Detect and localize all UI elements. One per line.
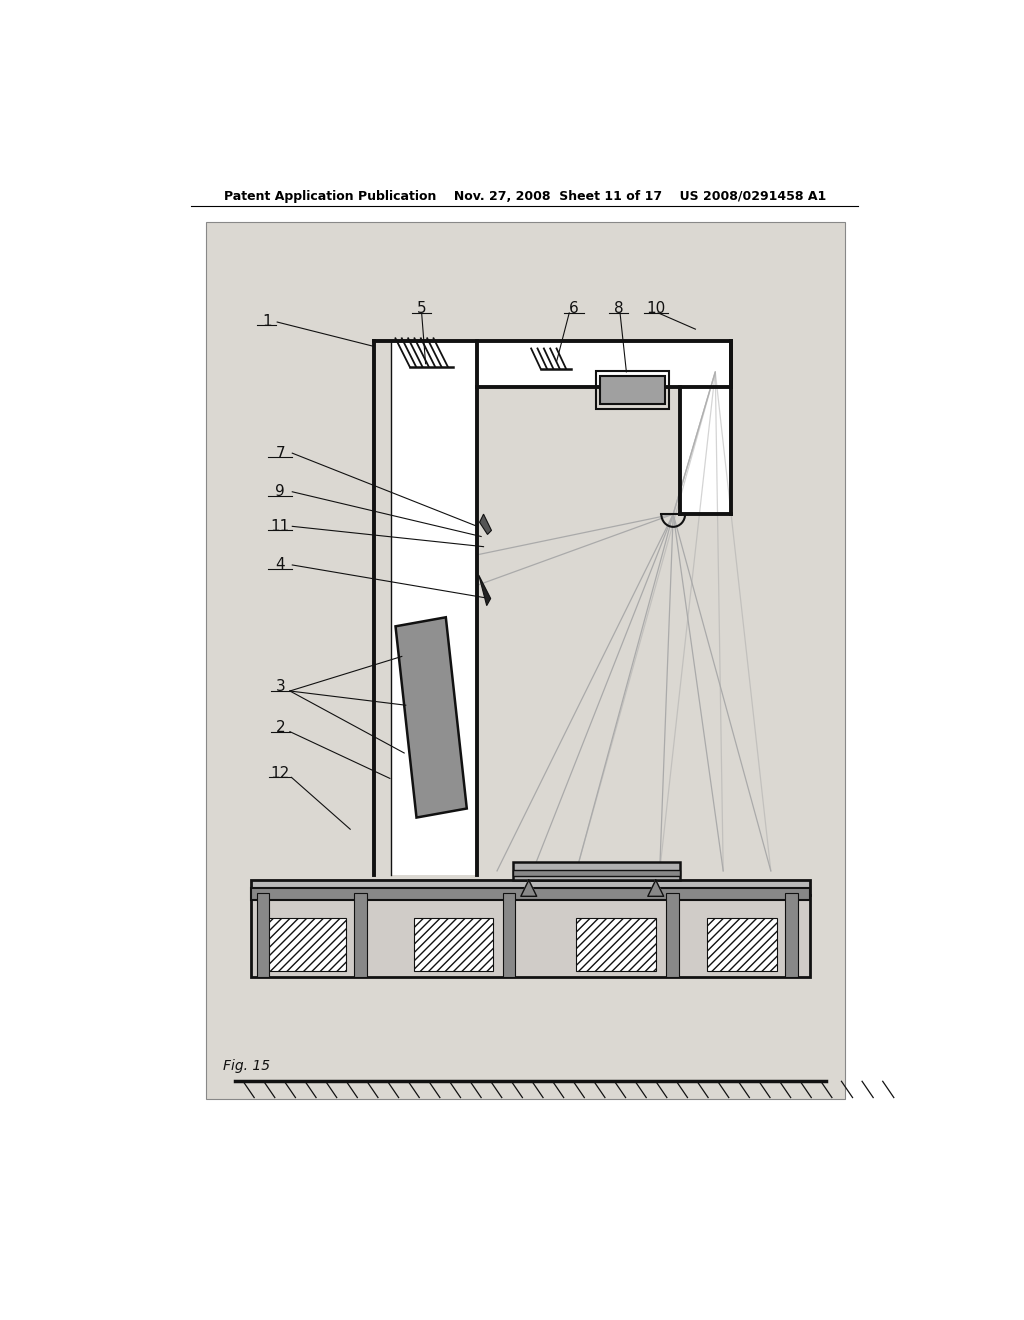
Bar — [503, 894, 515, 977]
Text: 2: 2 — [275, 721, 285, 735]
Bar — [267, 917, 346, 970]
Bar — [680, 342, 731, 515]
Bar — [708, 917, 777, 970]
Bar — [666, 894, 679, 977]
Text: 4: 4 — [275, 557, 285, 573]
Bar — [391, 342, 477, 875]
Polygon shape — [479, 515, 492, 535]
Bar — [257, 894, 269, 977]
Bar — [577, 917, 655, 970]
Bar — [513, 862, 680, 880]
Text: 11: 11 — [270, 519, 290, 533]
Polygon shape — [479, 576, 490, 606]
Text: 3: 3 — [275, 680, 286, 694]
Bar — [785, 894, 798, 977]
Polygon shape — [521, 880, 537, 896]
Bar — [477, 342, 731, 387]
Polygon shape — [648, 880, 664, 896]
Bar — [251, 895, 810, 977]
Bar — [251, 888, 810, 900]
Text: 12: 12 — [270, 766, 290, 781]
Text: 1: 1 — [262, 314, 271, 329]
Text: 10: 10 — [646, 301, 666, 317]
Bar — [600, 376, 666, 404]
Bar — [513, 870, 680, 876]
Text: 9: 9 — [275, 484, 286, 499]
Text: 5: 5 — [417, 301, 426, 317]
Bar — [354, 894, 367, 977]
Text: Patent Application Publication    Nov. 27, 2008  Sheet 11 of 17    US 2008/02914: Patent Application Publication Nov. 27, … — [223, 190, 826, 202]
Text: Fig. 15: Fig. 15 — [223, 1059, 270, 1073]
Text: 6: 6 — [569, 301, 579, 317]
Bar — [206, 223, 845, 1098]
Text: 7: 7 — [275, 446, 285, 461]
Polygon shape — [395, 618, 467, 817]
Text: 8: 8 — [613, 301, 624, 317]
Bar — [414, 917, 493, 970]
Bar — [251, 880, 810, 895]
